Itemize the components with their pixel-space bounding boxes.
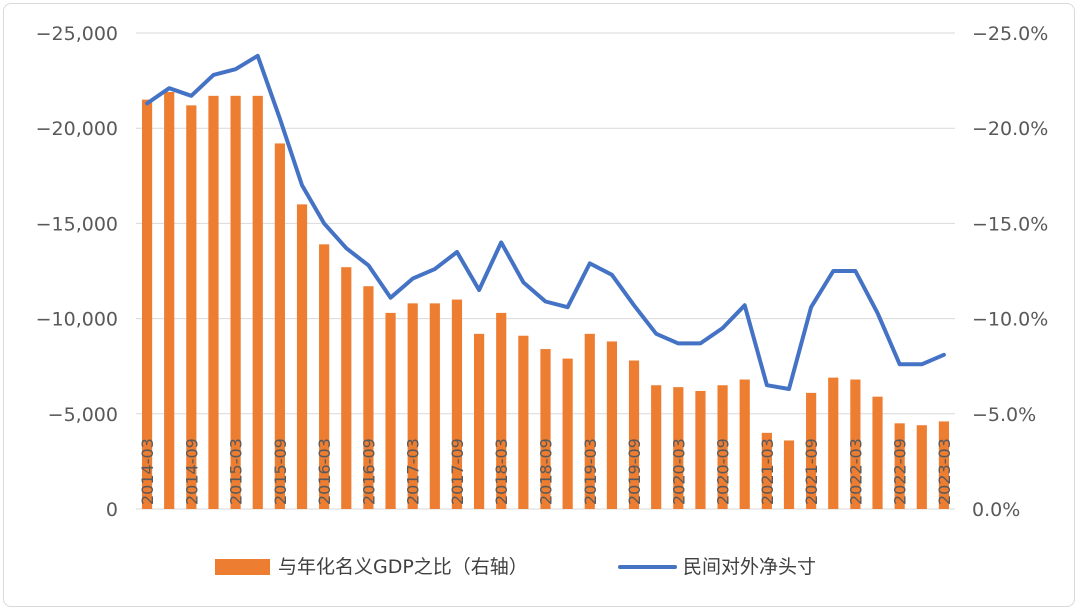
bar bbox=[429, 303, 440, 509]
x-axis-tick-label: 2018-09 bbox=[537, 438, 556, 505]
left-axis-tick-label: −25,000 bbox=[36, 23, 118, 45]
bar bbox=[296, 204, 308, 510]
bar bbox=[806, 392, 817, 509]
x-axis-tick-label: 2020-09 bbox=[714, 438, 733, 505]
left-axis-tick-label: −20,000 bbox=[36, 118, 118, 140]
right-axis-tick-label: −15.0% bbox=[972, 213, 1048, 235]
x-axis-tick-label: 2022-09 bbox=[891, 438, 910, 505]
bar bbox=[496, 312, 507, 509]
x-axis-tick-label: 2017-09 bbox=[448, 438, 467, 505]
bar bbox=[872, 396, 883, 509]
bar bbox=[739, 379, 750, 509]
x-axis-tick-label: 2020-03 bbox=[669, 438, 688, 505]
bar bbox=[319, 244, 330, 509]
line-series-net-position bbox=[145, 53, 946, 391]
left-axis-tick-label: −5,000 bbox=[48, 404, 118, 426]
right-axis-tick-label: −20.0% bbox=[972, 118, 1048, 140]
x-axis-tick-label: 2019-09 bbox=[625, 438, 644, 505]
bar bbox=[783, 440, 795, 509]
bar bbox=[850, 379, 861, 509]
right-axis-tick-label: −5.0% bbox=[972, 404, 1036, 426]
bar bbox=[717, 385, 728, 509]
x-axis-tick-label: 2021-09 bbox=[802, 438, 821, 505]
bar bbox=[540, 349, 551, 509]
x-axis-tick-label: 2014-03 bbox=[138, 438, 157, 505]
bar bbox=[695, 390, 706, 509]
x-axis-tick-label: 2015-09 bbox=[271, 438, 290, 505]
bar bbox=[274, 143, 285, 509]
bar bbox=[164, 92, 175, 510]
bar bbox=[341, 267, 352, 509]
x-axis-tick-label: 2019-03 bbox=[581, 438, 600, 505]
bar bbox=[385, 312, 396, 509]
x-axis-tick-label: 2021-03 bbox=[758, 438, 777, 505]
bar bbox=[407, 303, 418, 509]
bar bbox=[562, 358, 573, 509]
bar bbox=[606, 341, 617, 509]
x-axis-tick-label: 2015-03 bbox=[227, 438, 246, 505]
x-axis-tick-label: 2017-03 bbox=[404, 438, 423, 505]
x-axis-category-labels: 2014-03 2014-09 2015-03 2015-09 2016-03 2016-… bbox=[138, 438, 954, 505]
bar bbox=[363, 286, 374, 509]
x-axis-tick-label: 2016-03 bbox=[315, 438, 334, 505]
bar bbox=[518, 335, 529, 509]
bar bbox=[208, 95, 219, 509]
bar bbox=[252, 95, 263, 509]
x-axis-tick-label: 2018-03 bbox=[492, 438, 511, 505]
bar bbox=[916, 425, 927, 509]
bar bbox=[186, 105, 197, 510]
bar bbox=[474, 333, 485, 509]
legend-label-bar: 与年化名义GDP之比（右轴） bbox=[278, 556, 528, 578]
bar bbox=[584, 333, 595, 509]
right-axis-tick-label: −10.0% bbox=[972, 309, 1048, 331]
right-axis-tick-label: 0.0% bbox=[972, 499, 1020, 521]
bar bbox=[761, 432, 772, 509]
bar bbox=[628, 360, 640, 509]
left-axis-tick-label: −10,000 bbox=[36, 309, 118, 331]
legend-swatch-bar bbox=[215, 559, 270, 575]
x-axis-tick-label: 2016-09 bbox=[359, 438, 378, 505]
bar bbox=[828, 377, 839, 509]
x-axis-tick-label: 2023-03 bbox=[935, 438, 954, 505]
bar bbox=[894, 423, 905, 509]
right-y-axis: −25.0% −20.0% −15.0% −10.0% −5.0% 0.0% bbox=[972, 23, 1048, 521]
net-position-line bbox=[145, 53, 946, 391]
bar bbox=[938, 421, 950, 509]
bar bbox=[230, 95, 241, 509]
bar bbox=[673, 387, 684, 509]
left-axis-tick-label: 0 bbox=[106, 499, 118, 521]
legend: 与年化名义GDP之比（右轴） 民间对外净头寸 bbox=[215, 556, 816, 578]
left-axis-tick-label: −15,000 bbox=[36, 213, 118, 235]
bar bbox=[451, 299, 463, 509]
x-axis-tick-label: 2022-03 bbox=[846, 438, 865, 505]
legend-label-line: 民间对外净头寸 bbox=[683, 556, 816, 578]
bar-series-gdp-ratio bbox=[141, 92, 950, 510]
right-axis-tick-label: −25.0% bbox=[972, 23, 1048, 45]
x-axis-tick-label: 2014-09 bbox=[182, 438, 201, 505]
bar bbox=[651, 385, 662, 509]
left-y-axis: −25,000 −20,000 −15,000 −10,000 −5,000 0 bbox=[36, 23, 118, 521]
bar bbox=[141, 99, 153, 509]
